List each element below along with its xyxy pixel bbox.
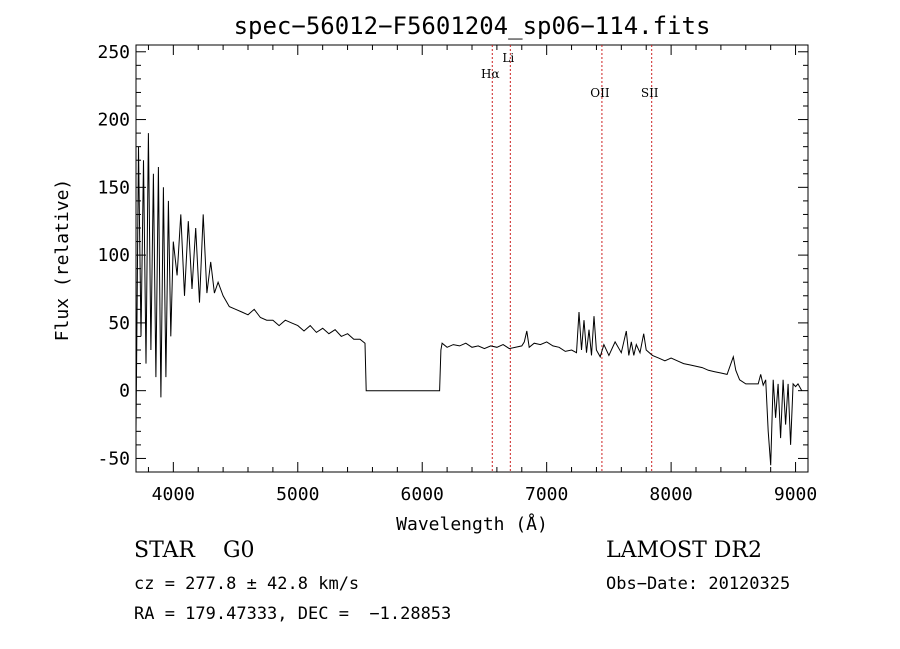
x-axis-label: Wavelength (Å): [396, 513, 548, 535]
x-tick-label: 6000: [401, 484, 444, 505]
x-tick-label: 4000: [152, 484, 195, 505]
y-tick-label: 250: [97, 42, 130, 63]
obs-date: Obs−Date: 20120325: [606, 574, 791, 594]
y-tick-label: 150: [97, 177, 130, 198]
ra-dec: RA = 179.47333, DEC = −1.28853: [134, 604, 452, 624]
object-class: STAR G0: [134, 538, 255, 563]
y-axis-label: Flux (relative): [52, 179, 73, 342]
x-tick-label: 9000: [774, 484, 817, 505]
redshift-cz: cz = 277.8 ± 42.8 km/s: [134, 574, 360, 594]
y-tick-label: 200: [97, 110, 130, 131]
x-tick-label: 7000: [525, 484, 568, 505]
survey-name: LAMOST DR2: [606, 538, 762, 563]
line-label: Li: [502, 51, 514, 65]
line-label: Hα: [481, 67, 500, 81]
chart-title: spec−56012−F5601204_sp06−114.fits: [234, 12, 711, 40]
y-axis: 250 200 150 100 50 0 -50: [97, 42, 808, 469]
spectrum-line: [135, 133, 803, 466]
plot-frame: [135, 44, 809, 473]
y-tick-label: 0: [119, 381, 130, 402]
line-label: OII: [590, 86, 610, 100]
line-label: SII: [641, 86, 659, 100]
y-tick-label: 100: [97, 245, 130, 266]
x-tick-label: 8000: [649, 484, 692, 505]
y-tick-label: -50: [97, 448, 130, 469]
y-tick-label: 50: [108, 313, 130, 334]
x-axis: 4000 5000 6000 7000 8000 9000: [147, 45, 817, 505]
x-tick-label: 5000: [276, 484, 319, 505]
